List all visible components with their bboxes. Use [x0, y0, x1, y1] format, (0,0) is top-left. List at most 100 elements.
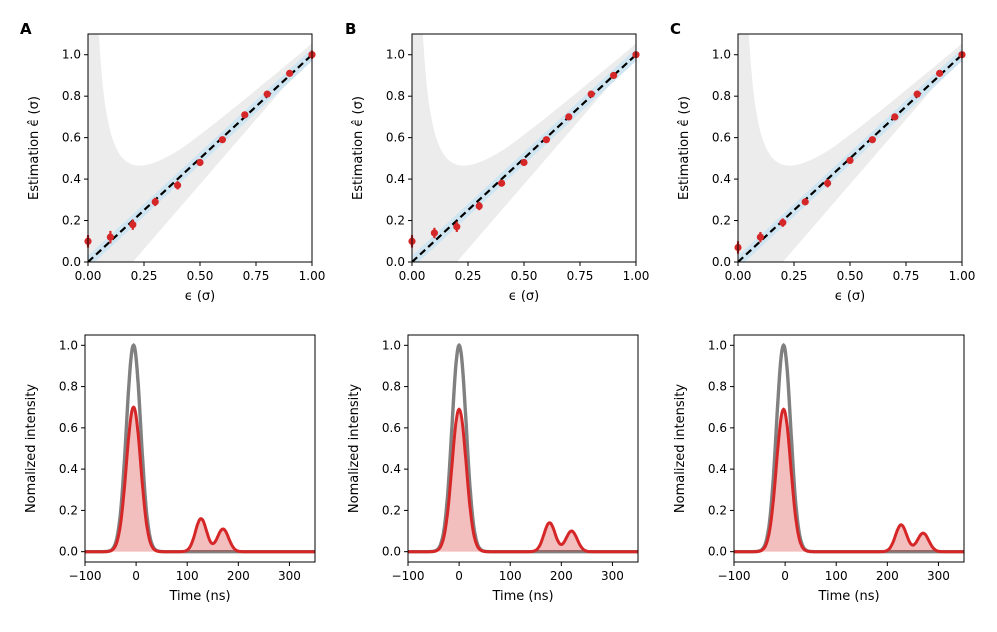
data-point — [542, 136, 551, 144]
x-tick-label: 300 — [601, 569, 624, 583]
panel-b-intensity-plot: −100 0 100 200 300 0.0 0.2 0.4 0.6 0.8 1.0 Time (ns… — [347, 334, 639, 604]
y-tick-label: 0.2 — [382, 503, 401, 517]
data-point — [475, 202, 483, 210]
x-tick-label: 100 — [825, 569, 848, 583]
identity-line — [88, 53, 312, 262]
x-axis-label: ϵ (σ) — [509, 289, 540, 304]
data-point — [565, 113, 573, 121]
data-point — [520, 158, 528, 167]
data-point — [263, 90, 271, 98]
x-tick-label: 0.25 — [131, 269, 158, 283]
plot-area — [738, 34, 962, 262]
x-tick-label: 0.50 — [187, 269, 214, 283]
y-tick-label: 0.4 — [382, 462, 401, 476]
y-tick-label: 0.8 — [386, 89, 405, 103]
bound-region — [88, 34, 312, 262]
x-tick-label: 300 — [278, 569, 301, 583]
y-tick-label: 0.2 — [712, 214, 731, 228]
y-tick-label: 0.4 — [712, 172, 731, 186]
y-tick-label: 0.4 — [62, 172, 81, 186]
y-tick-label: 0.6 — [59, 421, 78, 435]
y-tick-label: 0.0 — [712, 255, 731, 269]
data-point — [779, 219, 787, 227]
data-point — [174, 181, 182, 189]
x-tick-label: 1.00 — [299, 269, 326, 283]
bound-region — [738, 34, 962, 262]
x-tick-label: 300 — [927, 569, 950, 583]
x-axis-label: Time (ns) — [168, 589, 230, 604]
y-axis-label: Nomalized intensity — [347, 384, 362, 513]
plot-area — [734, 342, 964, 554]
x-tick-label: 100 — [499, 569, 522, 583]
data-point — [241, 111, 249, 119]
y-tick-label: 0.4 — [708, 462, 727, 476]
data-point — [587, 90, 595, 98]
y-tick-label: 0.8 — [712, 89, 731, 103]
y-tick-label: 0.2 — [59, 503, 78, 517]
y-tick-label: 1.0 — [712, 48, 731, 62]
x-tick-label: 200 — [550, 569, 573, 583]
y-tick-label: 0.8 — [59, 380, 78, 394]
y-tick-label: 0.4 — [59, 462, 78, 476]
identity-band — [88, 48, 312, 262]
y-tick-label: 0.0 — [386, 255, 405, 269]
y-tick-label: 0.2 — [708, 503, 727, 517]
x-axis-label: ϵ (σ) — [185, 289, 216, 304]
plot-area — [408, 342, 638, 554]
x-tick-label: 0.25 — [781, 269, 808, 283]
y-tick-label: 0.2 — [386, 214, 405, 228]
axes-frame — [84, 334, 316, 563]
y-tick-label: 0.6 — [712, 131, 731, 145]
y-axis-label: Nomalized intensity — [24, 384, 39, 513]
data-point — [756, 233, 765, 241]
x-tick-label: 0.75 — [243, 269, 270, 283]
panel-letter: C — [670, 20, 681, 38]
x-axis-label: Time (ns) — [491, 589, 553, 604]
x-tick-label: 0.25 — [455, 269, 482, 283]
data-point — [868, 136, 877, 144]
data-point — [801, 198, 809, 206]
y-tick-label: 1.0 — [382, 338, 401, 352]
y-tick-label: 0.8 — [62, 89, 81, 103]
y-tick-label: 0.6 — [708, 421, 727, 435]
panel-letter: B — [345, 20, 356, 38]
data-point — [196, 158, 204, 167]
signal-fill — [85, 407, 315, 552]
x-axis-label: Time (ns) — [817, 589, 879, 604]
y-tick-label: 1.0 — [386, 48, 405, 62]
y-axis-label: Estimation ϵ̂ (σ) — [27, 96, 42, 200]
y-tick-label: 0.0 — [59, 545, 78, 559]
x-tick-label: 0 — [455, 569, 463, 583]
x-tick-label: 0.75 — [567, 269, 594, 283]
y-tick-label: 1.0 — [59, 338, 78, 352]
x-tick-label: 1.00 — [949, 269, 976, 283]
data-point — [891, 113, 899, 121]
y-tick-label: 0.0 — [708, 545, 727, 559]
y-tick-label: 0.6 — [382, 421, 401, 435]
x-tick-label: 0 — [781, 569, 789, 583]
signal-fill — [734, 409, 964, 552]
y-tick-label: 1.0 — [62, 48, 81, 62]
x-tick-label: 200 — [227, 569, 250, 583]
axes-frame — [733, 334, 965, 563]
y-tick-label: 0.2 — [62, 214, 81, 228]
data-point — [610, 71, 618, 80]
y-axis-label: Nomalized intensity — [673, 384, 688, 513]
panel-a-estimation-plot: A 0.00 0.25 0.50 0.75 1.00 0.0 0.2 0.4 0.6 0.8 1.0 ϵ… — [20, 20, 326, 304]
x-axis-label: ϵ (σ) — [835, 289, 866, 304]
x-tick-label: −100 — [392, 569, 425, 583]
reference-trace — [408, 342, 638, 554]
x-tick-label: 0 — [132, 569, 140, 583]
data-point — [936, 69, 944, 77]
y-tick-label: 0.0 — [382, 545, 401, 559]
x-tick-label: −100 — [69, 569, 102, 583]
x-tick-label: 1.00 — [623, 269, 650, 283]
x-tick-label: 0.50 — [837, 269, 864, 283]
data-point — [218, 136, 226, 144]
data-point — [286, 69, 294, 77]
data-point — [846, 156, 854, 165]
panel-b-estimation-plot: B 0.00 0.25 0.50 0.75 1.00 0.0 0.2 0.4 0.6 0.8 1.0 ϵ… — [345, 20, 650, 304]
data-point — [430, 229, 438, 237]
x-tick-label: 0.00 — [399, 269, 426, 283]
data-point — [453, 223, 461, 231]
